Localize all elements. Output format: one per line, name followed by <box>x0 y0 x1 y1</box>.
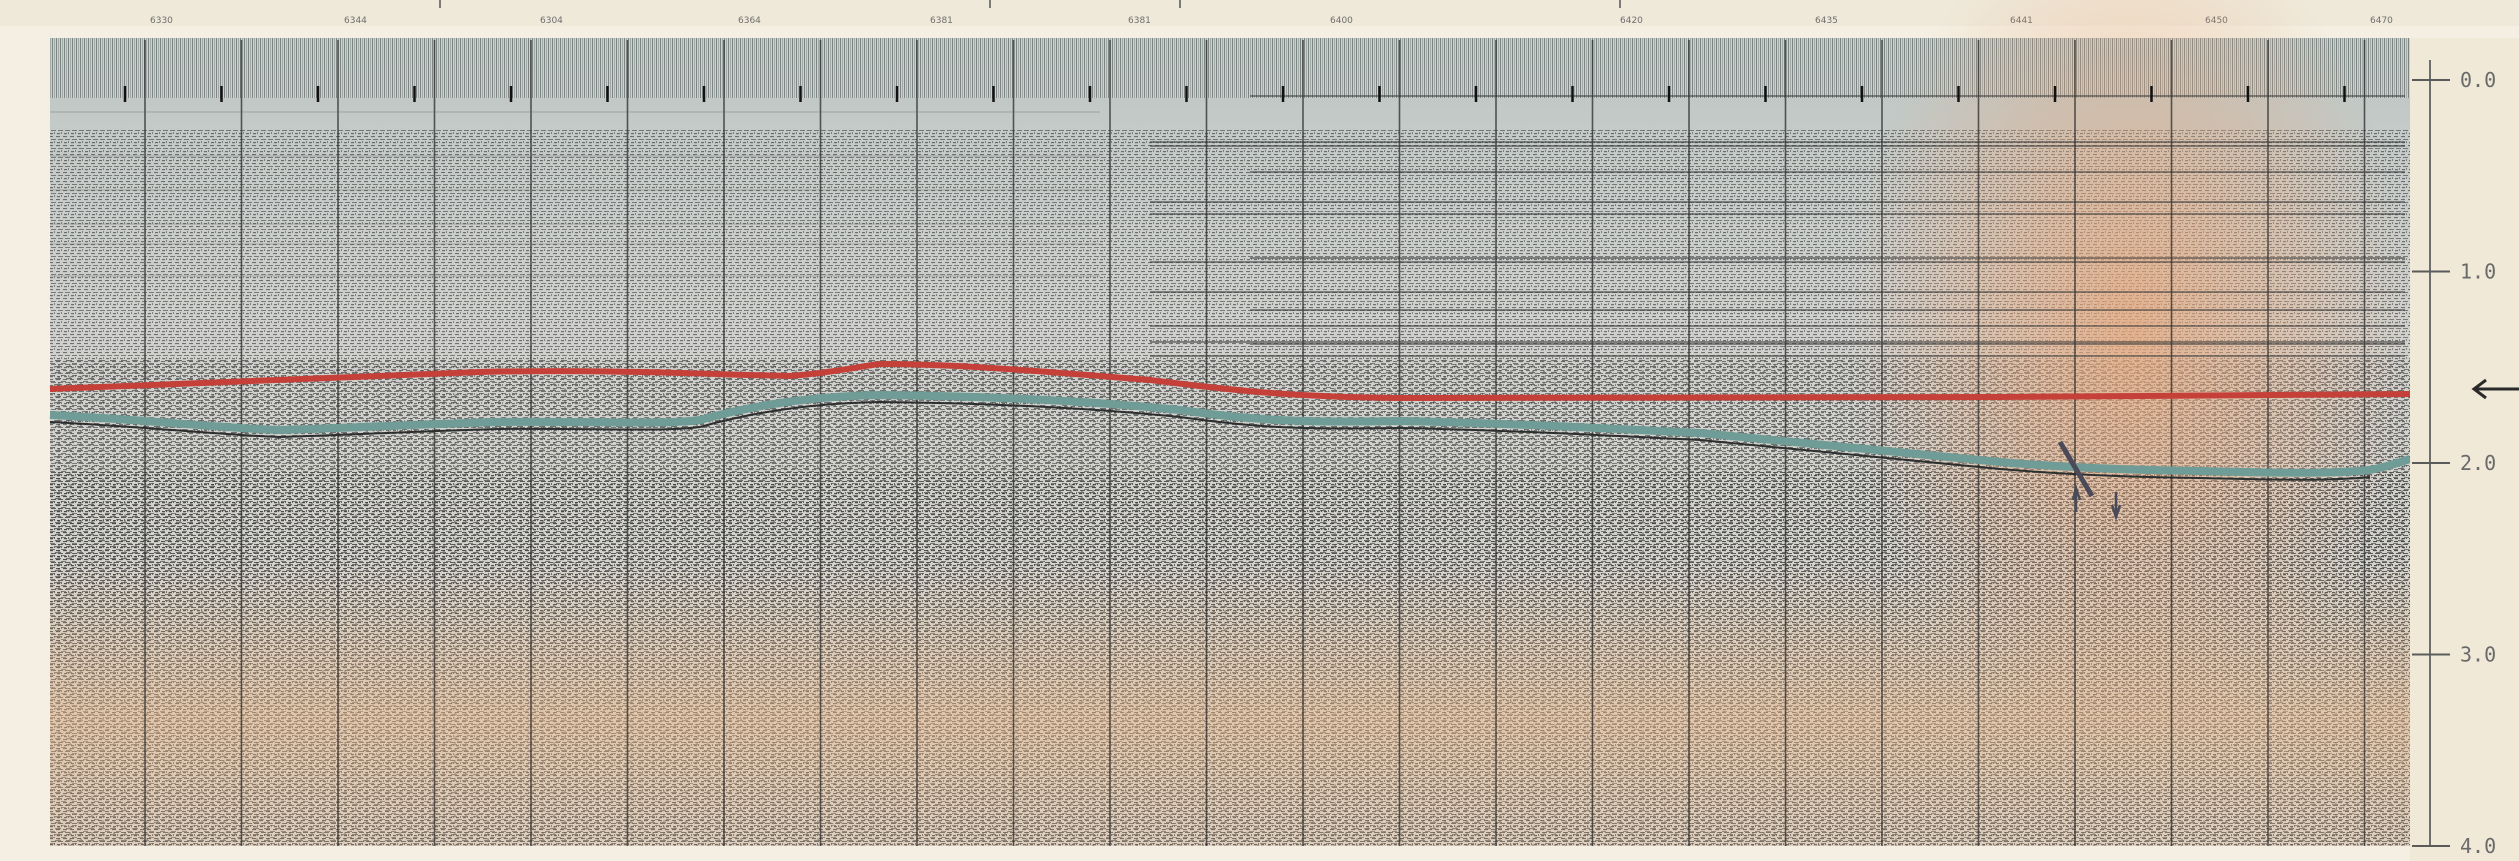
shotpoint-label: 6381 <box>1128 16 1151 26</box>
time-scale: 0.0 1.0 2.0 3.0 4.0 <box>2412 68 2496 858</box>
trace-grid-lines <box>144 40 2366 846</box>
time-tick-label: 4.0 <box>2460 834 2496 858</box>
right-margin <box>2410 38 2519 861</box>
horizon-green <box>49 390 2412 477</box>
reflector-lines <box>50 95 2405 357</box>
shotpoint-label: 6400 <box>1330 16 1353 26</box>
time-tick-label: 3.0 <box>2460 643 2496 667</box>
shotpoint-label: 6435 <box>1815 16 1838 26</box>
seismic-section <box>50 0 2410 846</box>
shotpoint-label: 6381 <box>930 16 953 26</box>
shotpoint-label: 6420 <box>1620 16 1643 26</box>
time-tick-label: 2.0 <box>2460 451 2496 475</box>
shotpoint-tick-marks <box>123 86 2346 102</box>
right-stain <box>1850 0 2410 750</box>
time-tick-label: 0.0 <box>2460 68 2496 92</box>
shotpoint-label: 6330 <box>150 16 173 26</box>
shotpoint-label: 6470 <box>2370 16 2393 26</box>
shotpoint-label: 6304 <box>540 16 563 26</box>
horizon-red <box>49 360 2411 402</box>
time-tick-label: 1.0 <box>2460 260 2496 284</box>
shotpoint-label: 6364 <box>738 16 761 26</box>
horizon-marker-arrow <box>2471 378 2519 400</box>
shotpoint-label: 6344 <box>344 16 367 26</box>
fault-marker <box>2057 440 2122 521</box>
